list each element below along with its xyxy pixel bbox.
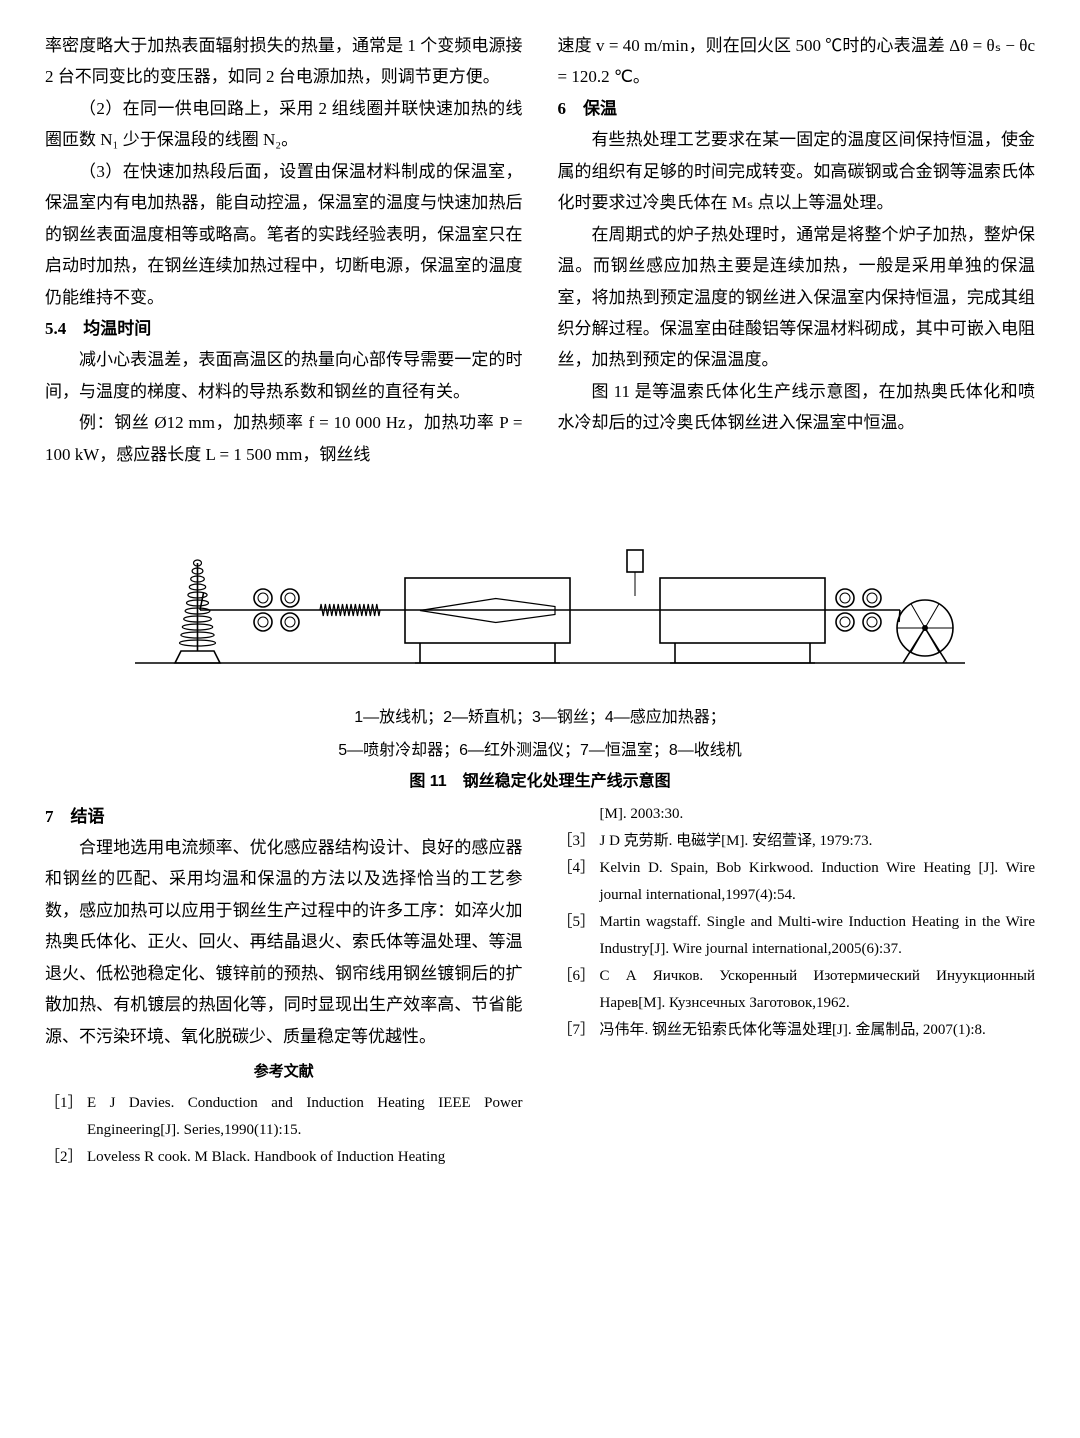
reference-number: ［3］ [558, 828, 600, 855]
reference-number: ［6］ [558, 963, 600, 1017]
reference-item: ［6］С А Яичков. Ускоренный Изотермический… [558, 963, 1036, 1017]
reference-item: ［1］E J Davies. Conduction and Induction … [45, 1090, 523, 1144]
reference-text: E J Davies. Conduction and Induction Hea… [87, 1090, 523, 1144]
references-right: ［3］J D 克劳斯. 电磁学[M]. 安绍萱译, 1979:73.［4］Kel… [558, 828, 1036, 1044]
bottom-right-col: [M]. 2003:30. ［3］J D 克劳斯. 电磁学[M]. 安绍萱译, … [558, 801, 1036, 1171]
para: 在周期式的炉子热处理时，通常是将整个炉子加热，整炉保温。而钢丝感应加热主要是连续… [558, 219, 1036, 376]
bottom-left-col: 7 结语 合理地选用电流频率、优化感应器结构设计、良好的感应器和钢丝的匹配、采用… [45, 801, 523, 1171]
reference-item: ［7］冯伟年. 钢丝无铅索氏体化等温处理[J]. 金属制品, 2007(1):8… [558, 1017, 1036, 1044]
reference-item: ［2］Loveless R cook. M Black. Handbook of… [45, 1144, 523, 1171]
reference-item: ［4］Kelvin D. Spain, Bob Kirkwood. Induct… [558, 855, 1036, 909]
reference-text: Kelvin D. Spain, Bob Kirkwood. Induction… [600, 855, 1036, 909]
para: 图 11 是等温索氏体化生产线示意图，在加热奥氏体化和喷水冷却后的过冷奥氏体钢丝… [558, 376, 1036, 439]
para: 减小心表温差，表面高温区的热量向心部传导需要一定的时间，与温度的梯度、材料的导热… [45, 344, 523, 407]
reference-text: Martin wagstaff. Single and Multi-wire I… [600, 909, 1036, 963]
reference-text: 冯伟年. 钢丝无铅索氏体化等温处理[J]. 金属制品, 2007(1):8. [600, 1017, 1036, 1044]
para: （2）在同一供电回路上，采用 2 组线圈并联快速加热的线圈匝数 N₁ 少于保温段… [45, 93, 523, 156]
reference-item: ［3］J D 克劳斯. 电磁学[M]. 安绍萱译, 1979:73. [558, 828, 1036, 855]
figure-11-svg [105, 488, 975, 698]
figure-11-legend-2: 5—喷射冷却器；6—红外测温仪；7—恒温室；8—收线机 [45, 737, 1035, 764]
para: 速度 v = 40 m/min，则在回火区 500 ℃时的心表温差 Δθ = θ… [558, 30, 1036, 93]
subsection-5-4: 5.4 均温时间 [45, 313, 523, 344]
reference-number: ［4］ [558, 855, 600, 909]
section-6: 6 保温 [558, 93, 1036, 124]
top-left-col: 率密度略大于加热表面辐射损失的热量，通常是 1 个变频电源接 2 台不同变比的变… [45, 30, 523, 470]
para: 有些热处理工艺要求在某一固定的温度区间保持恒温，使金属的组织有足够的时间完成转变… [558, 124, 1036, 218]
figure-11-legend-1: 1—放线机；2—矫直机；3—钢丝；4—感应加热器； [45, 704, 1035, 731]
para: （3）在快速加热段后面，设置由保温材料制成的保温室，保温室内有电加热器，能自动控… [45, 156, 523, 313]
reference-text: С А Яичков. Ускоренный Изотермический Ин… [600, 963, 1036, 1017]
para: 例：钢丝 Ø12 mm，加热频率 f = 10 000 Hz，加热功率 P = … [45, 407, 523, 470]
para: 率密度略大于加热表面辐射损失的热量，通常是 1 个变频电源接 2 台不同变比的变… [45, 30, 523, 93]
reference-number: ［5］ [558, 909, 600, 963]
reference-number: ［7］ [558, 1017, 600, 1044]
bottom-columns: 7 结语 合理地选用电流频率、优化感应器结构设计、良好的感应器和钢丝的匹配、采用… [45, 801, 1035, 1171]
references-left: ［1］E J Davies. Conduction and Induction … [45, 1090, 523, 1171]
reference-number: ［1］ [45, 1090, 87, 1144]
para: 合理地选用电流频率、优化感应器结构设计、良好的感应器和钢丝的匹配、采用均温和保温… [45, 832, 523, 1052]
reference-text: Loveless R cook. M Black. Handbook of In… [87, 1144, 523, 1171]
top-columns: 率密度略大于加热表面辐射损失的热量，通常是 1 个变频电源接 2 台不同变比的变… [45, 30, 1035, 470]
reference-item: [M]. 2003:30. [558, 801, 1036, 828]
references-heading: 参考文献 [45, 1058, 523, 1086]
figure-11-title: 图 11 钢丝稳定化处理生产线示意图 [45, 767, 1035, 791]
reference-text: [M]. 2003:30. [600, 801, 1036, 828]
reference-text: J D 克劳斯. 电磁学[M]. 安绍萱译, 1979:73. [600, 828, 1036, 855]
section-7: 7 结语 [45, 801, 523, 832]
top-right-col: 速度 v = 40 m/min，则在回火区 500 ℃时的心表温差 Δθ = θ… [558, 30, 1036, 470]
figure-11: 1—放线机；2—矫直机；3—钢丝；4—感应加热器； 5—喷射冷却器；6—红外测温… [45, 488, 1035, 790]
reference-item: ［5］Martin wagstaff. Single and Multi-wir… [558, 909, 1036, 963]
reference-number: ［2］ [45, 1144, 87, 1171]
